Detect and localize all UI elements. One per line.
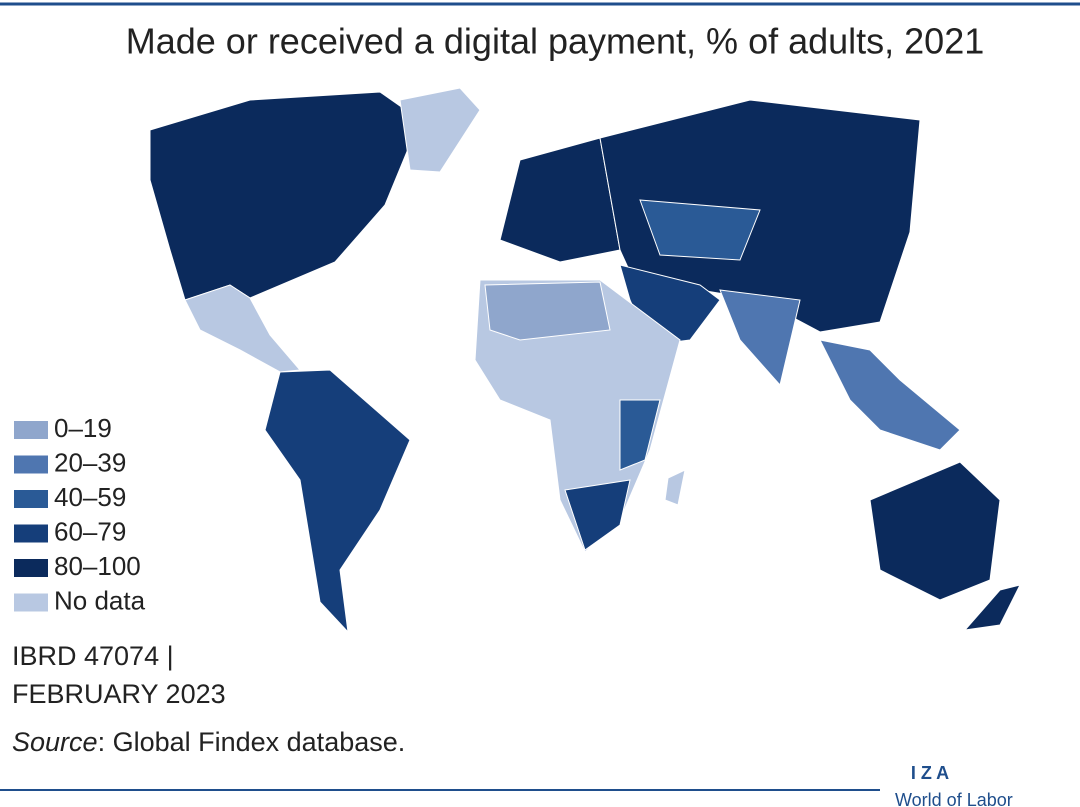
- australia: [869, 461, 1001, 601]
- legend-label: 40–59: [54, 482, 126, 512]
- north-america: [149, 91, 421, 301]
- legend-swatch: [14, 559, 48, 577]
- central-america: [184, 284, 302, 373]
- legend-swatch: [14, 593, 48, 612]
- legend-swatch: [14, 524, 48, 543]
- legend-label: No data: [54, 585, 146, 615]
- world-map: [149, 87, 1021, 634]
- source-text: : Global Findex database.: [98, 727, 406, 757]
- southeast-asia: [819, 339, 961, 451]
- central-asia: [639, 199, 761, 261]
- south-asia: [719, 289, 801, 387]
- europe: [499, 137, 621, 263]
- map-title: Made or received a digital payment, % of…: [126, 21, 985, 62]
- legend-swatch: [14, 421, 48, 439]
- logo: I Z A: [911, 763, 949, 783]
- madagascar: [664, 469, 686, 506]
- russia-china: [599, 99, 921, 333]
- legend-label: 0–19: [54, 413, 112, 443]
- south-america: [264, 369, 411, 634]
- greenland: [399, 87, 481, 173]
- legend-label: 20–39: [54, 447, 126, 477]
- new-zealand: [963, 584, 1021, 631]
- legend-swatch: [14, 455, 48, 474]
- legend-swatch: [14, 490, 48, 508]
- east-africa: [619, 399, 661, 471]
- logo-subtitle: World of Labor: [895, 790, 1013, 807]
- legend: 0–19 20–39 40–59 60–79 80–100 No data: [14, 413, 146, 615]
- north-africa: [484, 281, 611, 341]
- source-note: Source: Global Findex database.: [12, 727, 405, 757]
- legend-label: 60–79: [54, 516, 126, 546]
- southern-africa: [564, 479, 631, 551]
- legend-label: 80–100: [54, 551, 141, 581]
- map-date: FEBRUARY 2023: [12, 679, 226, 709]
- source-label: Source: [12, 727, 98, 757]
- map-id: IBRD 47074 |: [12, 641, 174, 671]
